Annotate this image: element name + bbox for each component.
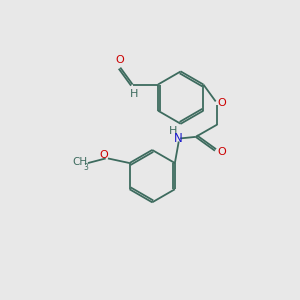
Text: O: O bbox=[218, 147, 226, 157]
Text: O: O bbox=[99, 150, 108, 160]
Text: CH: CH bbox=[73, 157, 88, 167]
Text: N: N bbox=[174, 132, 183, 145]
Text: 3: 3 bbox=[83, 163, 88, 172]
Text: O: O bbox=[115, 55, 124, 65]
Text: H: H bbox=[169, 127, 178, 136]
Text: O: O bbox=[218, 98, 226, 108]
Text: H: H bbox=[130, 89, 138, 99]
